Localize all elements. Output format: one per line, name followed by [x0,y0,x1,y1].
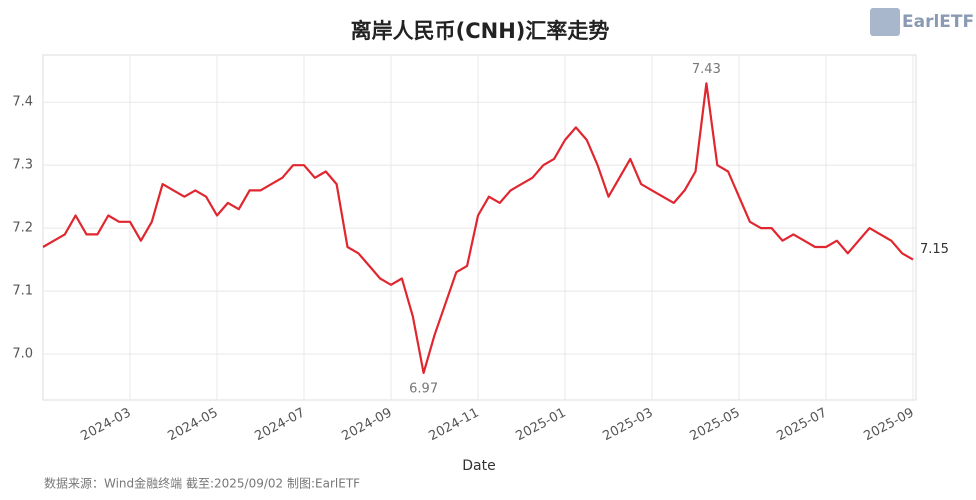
x-tick-label: 2024-07 [253,405,308,444]
data-label: 6.97 [409,381,438,396]
logo-icon [870,8,900,36]
y-tick-label: 7.4 [12,95,33,110]
x-tick-label: 2024-03 [79,405,134,444]
y-tick-label: 7.3 [12,158,33,173]
x-tick-label: 2025-03 [601,405,656,444]
logo: EarlETF [902,12,974,32]
plot-area [42,54,917,401]
data-label: 7.15 [920,242,949,257]
x-tick-label: 2025-05 [688,405,743,444]
y-tick-label: 7.0 [12,347,33,362]
data-line [42,82,914,374]
x-tick-label: 2025-07 [775,405,830,444]
source-note: 数据来源：Wind金融终端 截至:2025/09/02 制图:EarlETF [44,476,360,491]
x-tick-label: 2024-11 [427,405,482,444]
chart-title: 离岸人民币(CNH)汇率走势 [351,19,610,43]
y-tick-label: 7.1 [12,284,33,299]
x-tick-label: 2024-05 [166,405,221,444]
x-tick-label: 2025-01 [514,405,569,444]
y-tick-label: 7.2 [12,221,33,236]
x-axis-label: Date [462,458,495,474]
data-label: 7.43 [692,62,721,77]
x-tick-label: 2024-09 [340,405,395,444]
x-tick-label: 2025-09 [862,405,917,444]
